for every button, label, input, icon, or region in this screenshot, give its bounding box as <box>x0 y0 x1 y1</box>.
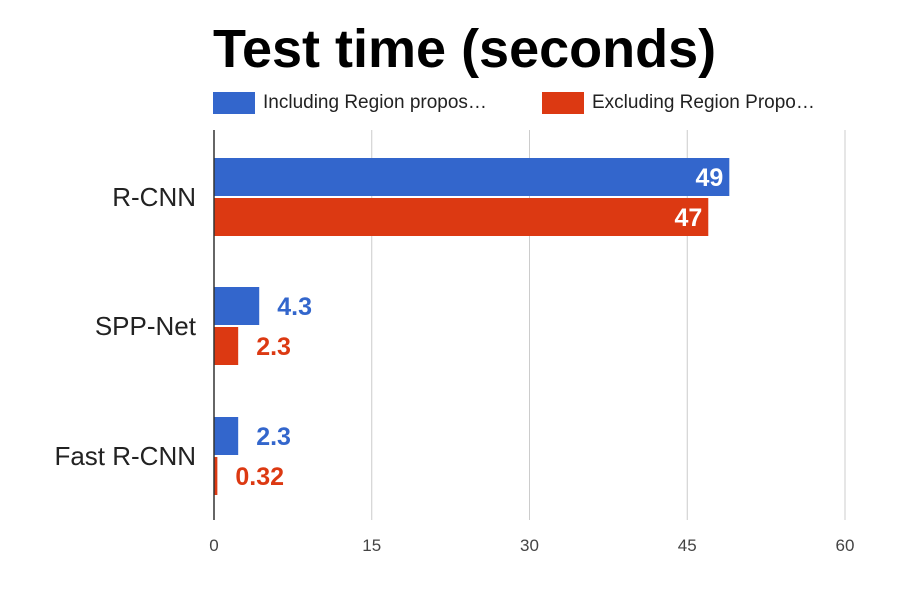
legend-item-excluding[interactable]: Excluding Region Propo… <box>542 92 815 114</box>
bar-excluding <box>214 198 709 236</box>
legend-label-including: Including Region propos… <box>263 92 487 113</box>
category-label: Fast R-CNN <box>54 441 196 471</box>
legend-swatch-including <box>213 92 255 114</box>
legend-swatch-excluding <box>542 92 584 114</box>
x-tick-labels: 0 15 30 45 60 <box>209 536 854 555</box>
data-label: 2.3 <box>256 333 291 361</box>
category-labels: R-CNN SPP-Net Fast R-CNN <box>54 182 196 471</box>
category-label: R-CNN <box>112 182 196 212</box>
legend-label-excluding: Excluding Region Propo… <box>592 92 815 113</box>
x-tick-label: 45 <box>678 536 697 555</box>
bars: 49 47 4.3 2.3 2.3 0.32 <box>214 158 730 495</box>
x-tick-label: 15 <box>362 536 381 555</box>
category-label: SPP-Net <box>95 311 197 341</box>
legend-item-including[interactable]: Including Region propos… <box>213 92 487 114</box>
bar-excluding <box>214 457 218 495</box>
bar-including <box>214 287 260 325</box>
bar-excluding <box>214 327 239 365</box>
data-label: 2.3 <box>256 423 291 451</box>
bar-including <box>214 158 730 196</box>
data-label: 0.32 <box>235 463 284 491</box>
data-label: 4.3 <box>277 293 312 321</box>
data-label: 49 <box>696 164 724 192</box>
x-tick-label: 0 <box>209 536 218 555</box>
legend: Including Region propos… Excluding Regio… <box>213 92 880 118</box>
chart-title: Test time (seconds) <box>213 19 717 79</box>
x-tick-label: 30 <box>520 536 539 555</box>
bar-including <box>214 417 239 455</box>
x-tick-label: 60 <box>836 536 855 555</box>
data-label: 47 <box>674 204 702 232</box>
